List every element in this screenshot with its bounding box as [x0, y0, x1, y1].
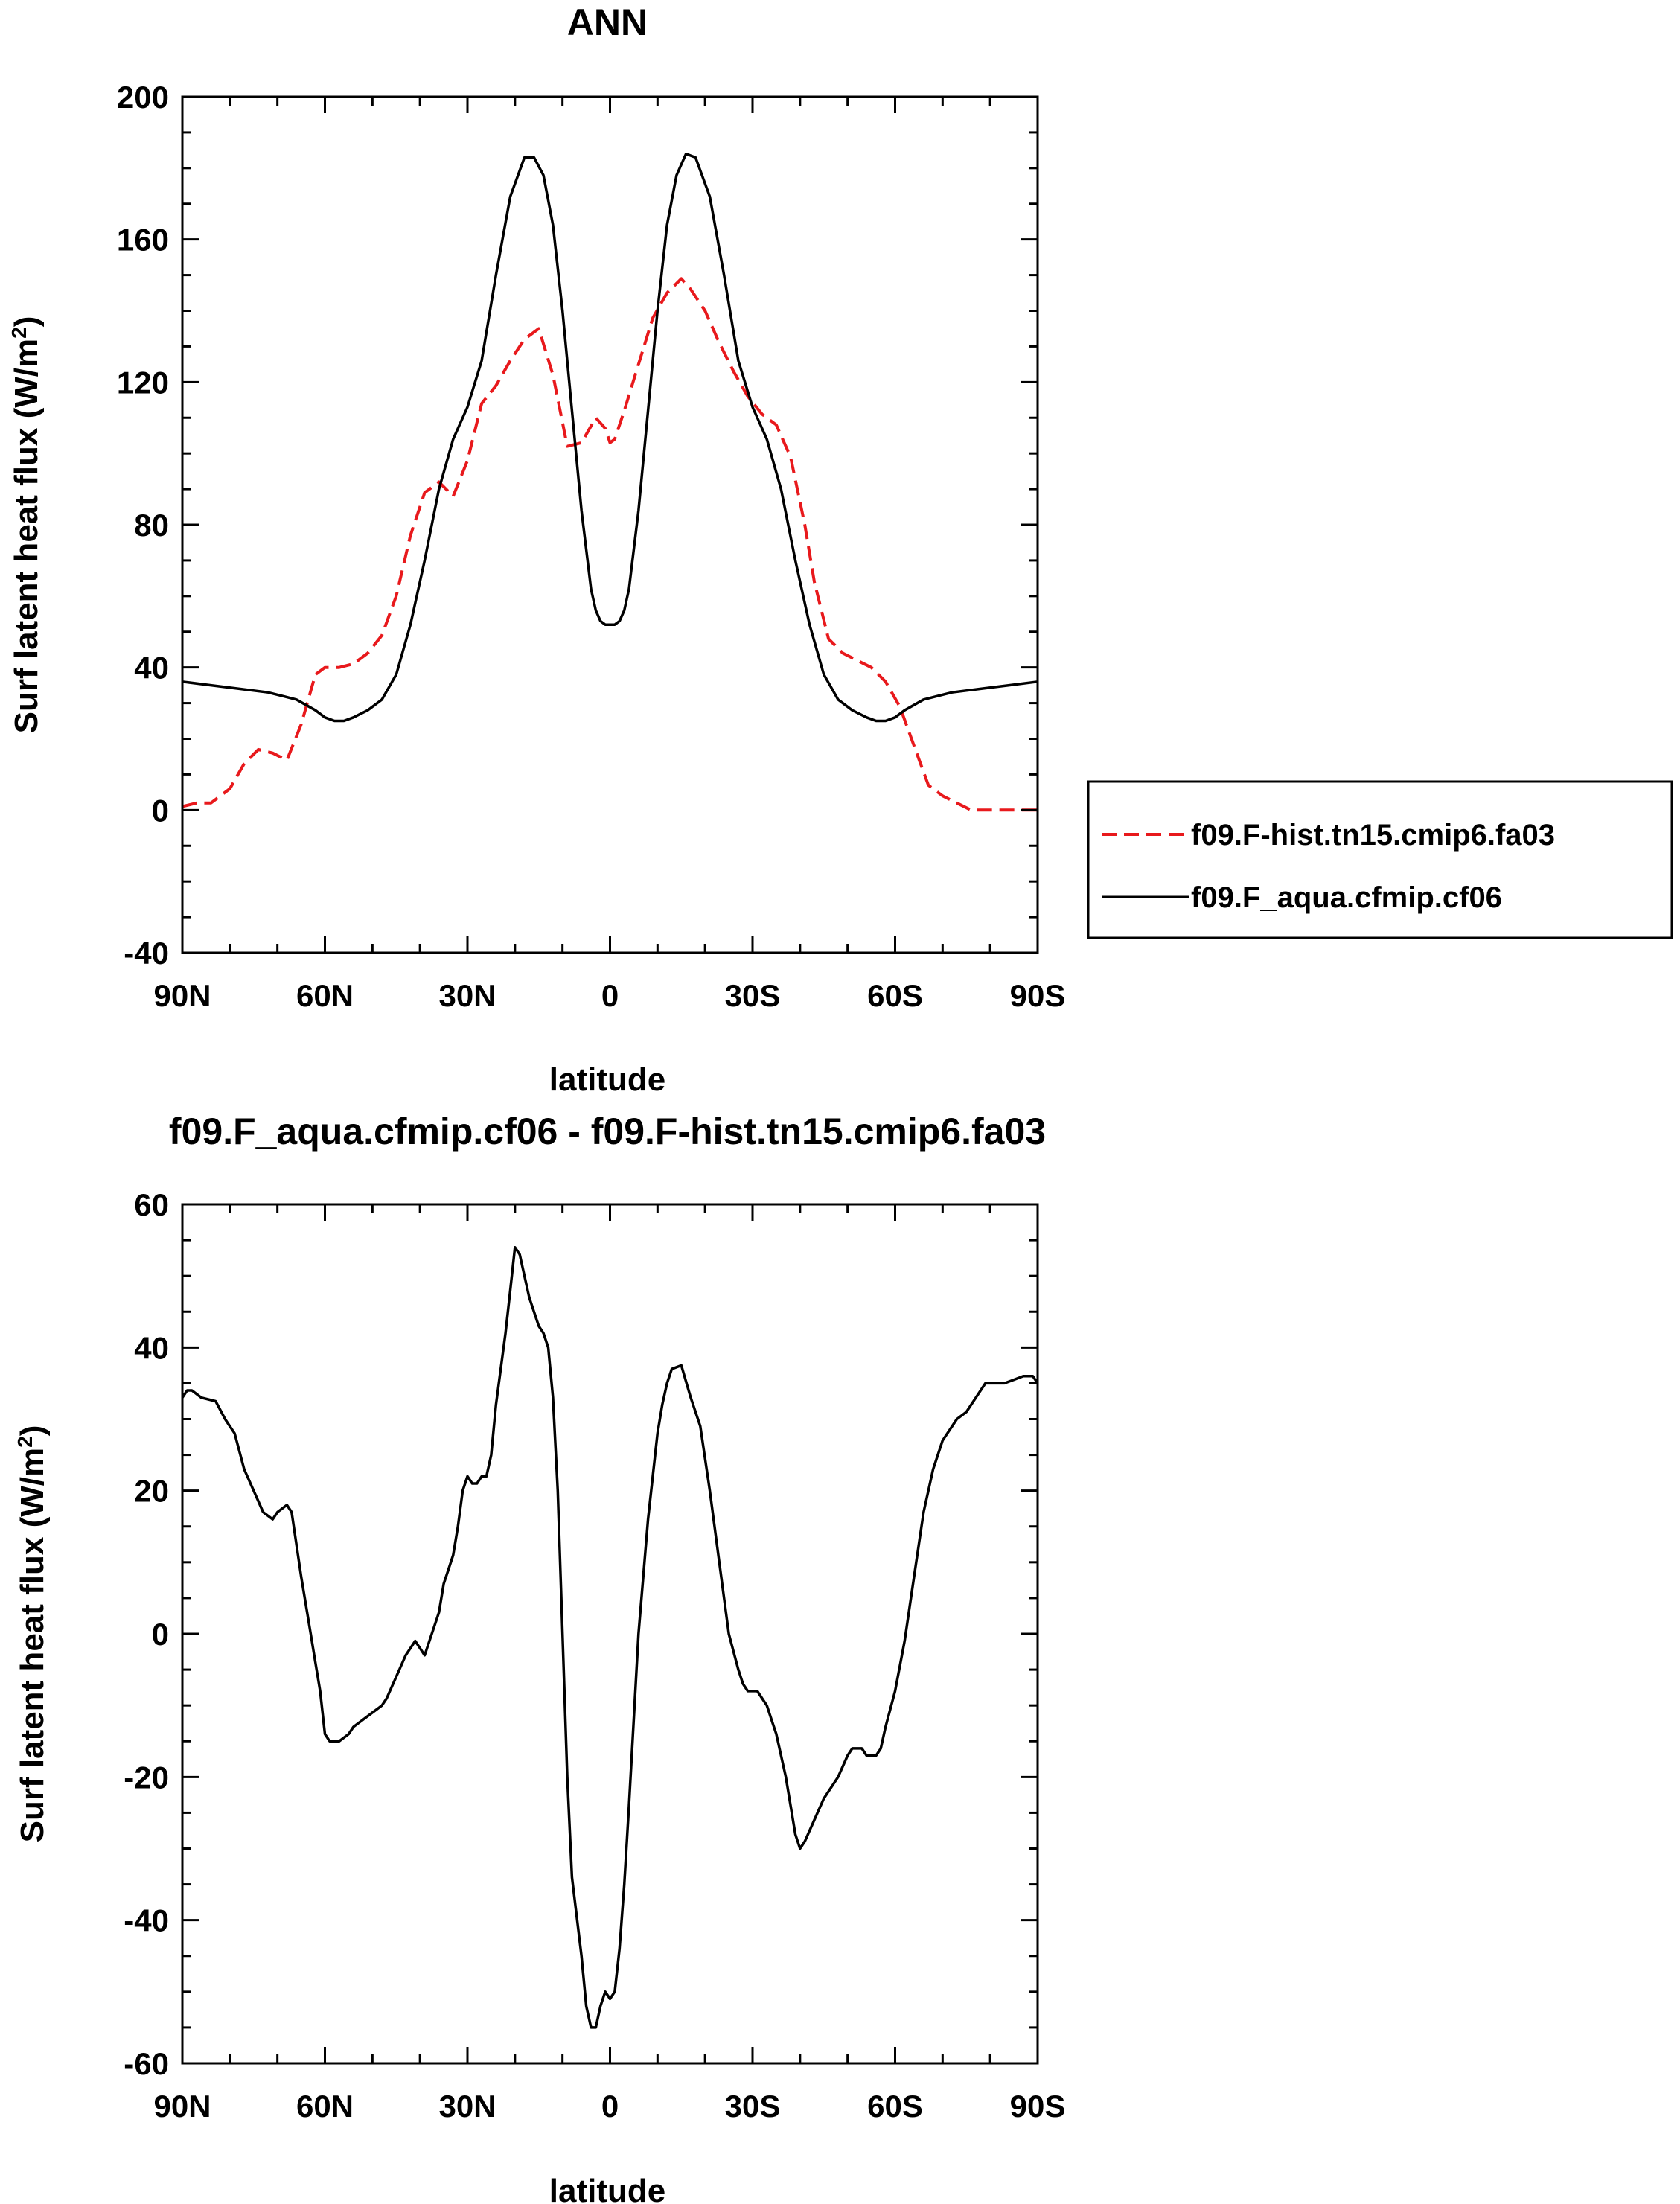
plot1-series-line-1: [182, 277, 1038, 812]
plot2-y-tick-label: 40: [134, 1330, 169, 1365]
plot2-x-tick-label: 60S: [867, 2089, 923, 2124]
plot1-x-tick-label: 0: [601, 978, 619, 1013]
legend-box: [1087, 780, 1673, 939]
plot1-series-group: [182, 152, 1038, 812]
plot1-y-tick-label: 80: [134, 508, 169, 543]
latent-heat-annual-plot: ANN 90N 60N 30N 0 30S 60S 90S -40 0 40 80 120 160 200…: [7, 1, 1673, 1098]
plot1-x-tick-label: 30N: [438, 978, 496, 1013]
plot2-y-tick-label: 0: [152, 1617, 169, 1652]
plot1-legend: f09.F-hist.tn15.cmip6.fa03 f09.F_aqua.cf…: [1087, 780, 1673, 939]
plot1-frame: [181, 95, 1039, 954]
legend-label-series-2: f09.F_aqua.cfmip.cf06: [1191, 881, 1502, 914]
plot1-x-axis-label: latitude: [549, 1061, 665, 1098]
plot2-y-tick-label: 20: [134, 1474, 169, 1509]
plot1-y-tick-label: 0: [152, 793, 169, 828]
plot1-x-tick-label: 90N: [153, 978, 211, 1013]
plot1-y-axis-label: Surf latent heat flux (W/m2): [7, 316, 45, 734]
legend-label-series-1: f09.F-hist.tn15.cmip6.fa03: [1191, 819, 1555, 852]
plot1-series-line-2: [182, 152, 1038, 723]
plot2-axes: 90N 60N 30N 0 30S 60S 90S -60 -40 -20 0 20 40 60: [124, 1187, 1065, 2124]
plot2-series-group: [181, 1245, 1039, 2029]
plot1-x-tick-label: 60S: [867, 978, 923, 1013]
plot2-x-tick-label: 60N: [296, 2089, 354, 2124]
plot1-y-tick-label: 40: [134, 651, 169, 686]
plot1-y-tick-label: 120: [117, 365, 169, 400]
plot2-x-tick-label: 90S: [1010, 2089, 1066, 2124]
plot1-x-tick-label: 60N: [296, 978, 354, 1013]
plot2-x-tick-label: 90N: [153, 2089, 211, 2124]
plot1-y-tick-label: 160: [117, 223, 169, 258]
plot1-x-tick-label: 90S: [1010, 978, 1066, 1013]
plot1-x-tick-label: 30S: [725, 978, 781, 1013]
plot2-x-tick-label: 0: [601, 2089, 619, 2124]
plot1-title: ANN: [567, 1, 648, 43]
plot2-series-line-1: [181, 1245, 1039, 2029]
plot2-y-axis-label: Surf latent heat flux (W/m2): [13, 1425, 51, 1843]
plot1-y-tick-label: 200: [117, 80, 169, 115]
plot2-y-tick-label: -40: [124, 1903, 169, 1938]
plot2-y-tick-label: -60: [124, 2046, 169, 2081]
plot1-y-tick-label: -40: [124, 936, 169, 971]
plot2-x-axis-label: latitude: [549, 2173, 665, 2204]
plot2-title: f09.F_aqua.cfmip.cf06 - f09.F-hist.tn15.…: [169, 1111, 1046, 1152]
plot2-x-tick-label: 30S: [725, 2089, 781, 2124]
plot2-x-tick-label: 30N: [438, 2089, 496, 2124]
latent-heat-difference-plot: f09.F_aqua.cfmip.cf06 - f09.F-hist.tn15.…: [13, 1111, 1066, 2204]
plot1-axes: 90N 60N 30N 0 30S 60S 90S -40 0 40 80 120 160 200: [117, 80, 1065, 1013]
plot2-y-tick-label: 60: [134, 1187, 169, 1222]
plot2-y-tick-label: -20: [124, 1760, 169, 1795]
